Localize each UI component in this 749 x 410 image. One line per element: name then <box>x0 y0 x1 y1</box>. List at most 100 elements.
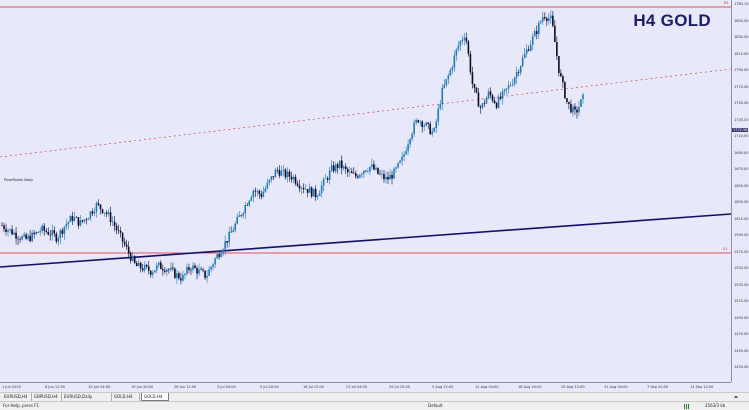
candle-body <box>361 173 363 175</box>
candle-body <box>401 156 403 161</box>
channel-dashed-line <box>0 68 732 158</box>
candle-body <box>523 53 526 58</box>
time-tick-label: 25 Aug 12:00 <box>561 385 585 389</box>
candle-body <box>258 190 261 195</box>
candle-body <box>527 49 530 51</box>
candle-body <box>83 219 86 222</box>
candle-body <box>459 41 462 46</box>
candle-body <box>21 236 23 240</box>
candle-body <box>129 253 132 261</box>
price-chart[interactable] <box>0 0 732 382</box>
status-help: For Help, press F1 <box>3 403 40 408</box>
candle-body <box>568 101 570 104</box>
candle-body <box>407 144 409 152</box>
candle-body <box>351 171 353 174</box>
time-tick-label: 3 Jul 04:00 <box>217 385 236 389</box>
tab-gold-h4[interactable]: GOLD,H4 <box>112 393 140 401</box>
candle-body <box>192 265 194 270</box>
candle-body <box>348 171 351 173</box>
candle-body <box>513 77 516 85</box>
candle-body <box>338 160 341 168</box>
candle-body <box>162 269 164 271</box>
chart-area[interactable]: H4 GOLD PivotPoints Daily R1 S1 <box>0 0 732 382</box>
candle-body <box>75 217 78 218</box>
candle-body <box>310 187 313 197</box>
candle-body <box>505 88 508 90</box>
candle-body <box>236 216 239 224</box>
candle-body <box>123 241 126 245</box>
candle-body <box>509 85 512 86</box>
price-axis[interactable]: 1780.10 1850.00 1830.00 1810.00 1790.00 1770.… <box>731 0 749 382</box>
top-level-label: R1 <box>724 1 729 5</box>
candle-body <box>262 191 265 197</box>
candle-body <box>99 204 102 210</box>
candle-body <box>379 173 381 175</box>
price-tick-label: 1690.00 <box>734 150 749 155</box>
price-tick-label: 1590.00 <box>734 233 749 238</box>
candle-body <box>57 238 60 242</box>
candle-body <box>184 273 186 276</box>
candle-body <box>160 262 162 270</box>
candle-body <box>330 165 333 171</box>
candle-body <box>371 164 373 167</box>
tab-eurusd-daily[interactable]: EURUSD,Daily <box>62 393 112 401</box>
candle-body <box>389 174 391 180</box>
candles-group <box>1 10 584 285</box>
candle-body <box>495 103 498 108</box>
candle-body <box>119 230 122 233</box>
candle-body <box>552 15 554 26</box>
candle-body <box>77 217 80 226</box>
candle-body <box>109 212 112 223</box>
candle-body <box>387 176 389 180</box>
tab-scroll-arrows[interactable]: ◂▸ <box>734 394 739 399</box>
tab-gbpusd-h4[interactable]: GBPUSD,H4 <box>32 393 62 401</box>
candle-body <box>208 269 210 276</box>
time-axis[interactable]: 1 Jun 2020 8 Jun 12:00 15 Jun 04:00 19 Jun … <box>0 382 731 392</box>
candle-body <box>487 91 490 98</box>
candle-body <box>137 262 140 267</box>
candle-body <box>246 205 249 206</box>
candle-body <box>35 232 37 235</box>
price-tick-label: 1470.00 <box>734 332 749 337</box>
candle-body <box>101 209 104 213</box>
price-tick-label: 1790.00 <box>734 68 749 73</box>
candle-body <box>324 178 327 180</box>
candle-body <box>200 269 202 270</box>
candle-body <box>186 267 188 274</box>
candle-body <box>334 164 337 172</box>
candle-body <box>33 232 35 235</box>
candle-body <box>81 220 84 222</box>
candle-body <box>385 176 387 180</box>
candle-body <box>115 225 118 231</box>
chart-title: H4 GOLD <box>633 11 711 30</box>
candle-body <box>318 193 321 196</box>
candle-body <box>572 106 574 113</box>
candle-body <box>1 225 3 227</box>
candle-body <box>91 211 94 214</box>
candle-body <box>69 216 72 223</box>
candle-body <box>475 87 478 93</box>
candle-body <box>282 169 285 171</box>
candle-body <box>489 91 492 96</box>
candle-body <box>29 235 31 242</box>
candle-body <box>63 226 66 234</box>
candle-body <box>53 230 56 234</box>
candle-body <box>491 95 494 101</box>
candle-body <box>107 212 110 214</box>
candle-body <box>155 265 158 271</box>
tab-gold-h4-active[interactable]: GOLD,H4 <box>141 393 169 401</box>
candle-body <box>411 133 413 140</box>
candle-body <box>268 179 271 183</box>
candle-body <box>103 212 106 214</box>
candle-body <box>290 176 293 180</box>
tab-eurusd-h4[interactable]: EURUSD,H4 <box>2 393 32 401</box>
candle-body <box>405 151 407 155</box>
candle-body <box>328 170 331 180</box>
candle-body <box>252 190 255 198</box>
candle-body <box>7 230 9 232</box>
candle-body <box>39 231 41 233</box>
candle-body <box>188 267 190 270</box>
price-tick-label: 1610.00 <box>734 216 749 221</box>
candle-body <box>449 69 452 76</box>
candle-body <box>546 18 548 21</box>
